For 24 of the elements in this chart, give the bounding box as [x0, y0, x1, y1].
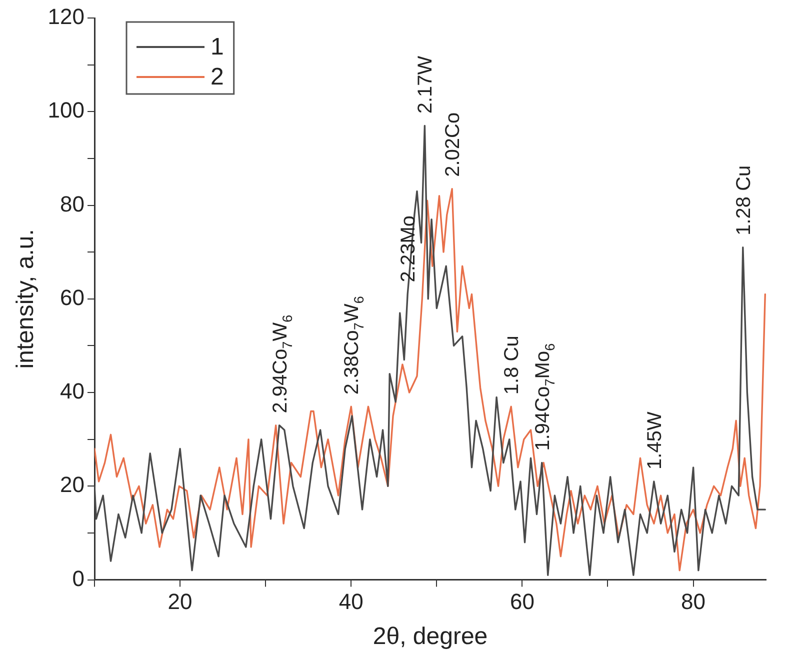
- x-axis-title: 2θ, degree: [372, 623, 488, 650]
- y-tick-label: 0: [72, 566, 85, 591]
- x-tick-label: 80: [681, 589, 706, 614]
- x-tick-label: 60: [510, 589, 534, 614]
- annotation: 1.28 Cu: [732, 165, 755, 236]
- y-tick-label: 60: [60, 284, 85, 310]
- y-tick-label: 40: [60, 378, 85, 404]
- x-tick-label: 20: [168, 589, 192, 614]
- annotation: 1.45W: [644, 412, 666, 470]
- annotation: 2.17W: [414, 56, 437, 114]
- annotation: 2.23Mo: [398, 216, 420, 282]
- y-axis-title: intensity, a.u.: [12, 229, 40, 369]
- annotation: 2.94Co7W6: [269, 314, 295, 414]
- legend-label: 1: [210, 34, 224, 61]
- annotation: 1.94Co7Mo6: [532, 343, 558, 451]
- annotation: 2.02Co: [442, 112, 464, 177]
- y-tick-label: 100: [48, 98, 85, 123]
- annotation: 2.38Co7W6: [341, 296, 367, 395]
- legend-label: 2: [210, 64, 224, 91]
- annotation: 1.8 Cu: [501, 336, 524, 395]
- y-tick-label: 20: [60, 472, 85, 498]
- y-tick-label: 80: [60, 191, 85, 216]
- y-tick-label: 120: [48, 4, 85, 30]
- x-tick-label: 40: [338, 589, 364, 614]
